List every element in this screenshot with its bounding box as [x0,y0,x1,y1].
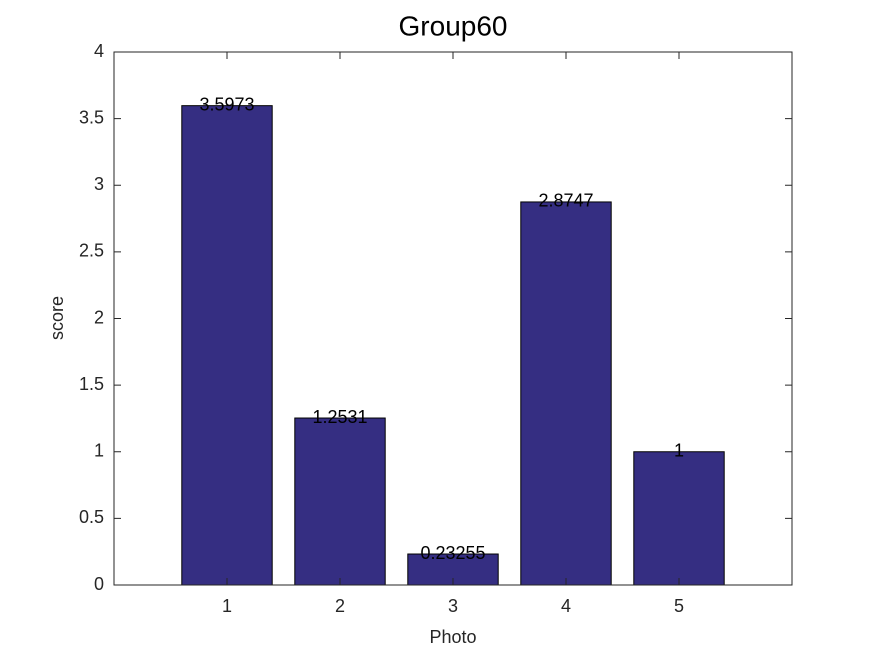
bar [181,105,273,586]
bar [520,201,612,586]
y-tick-label: 2.5 [79,241,104,261]
y-tick-label: 0 [94,574,104,594]
y-tick-label: 3.5 [79,107,104,127]
x-tick-label: 2 [335,596,345,616]
value-label: 1.2531 [312,407,367,427]
x-tick-label: 5 [674,596,684,616]
bar [633,451,725,586]
x-tick-label: 4 [561,596,571,616]
y-tick-label: 1 [94,441,104,461]
x-tick-label: 3 [448,596,458,616]
value-label: 2.8747 [538,191,593,211]
value-label: 3.5973 [199,94,254,114]
chart-title: Group60 [399,10,508,41]
y-tick-label: 3 [94,174,104,194]
value-label: 0.23255 [420,543,485,563]
y-tick-label: 1.5 [79,374,104,394]
x-axis-label: Photo [429,627,476,647]
y-tick-label: 0.5 [79,507,104,527]
y-tick-label: 2 [94,307,104,327]
value-label: 1 [674,441,684,461]
x-tick-label: 1 [222,596,232,616]
y-axis-label: score [47,296,67,340]
y-tick-label: 4 [94,41,104,61]
bar [294,417,386,586]
